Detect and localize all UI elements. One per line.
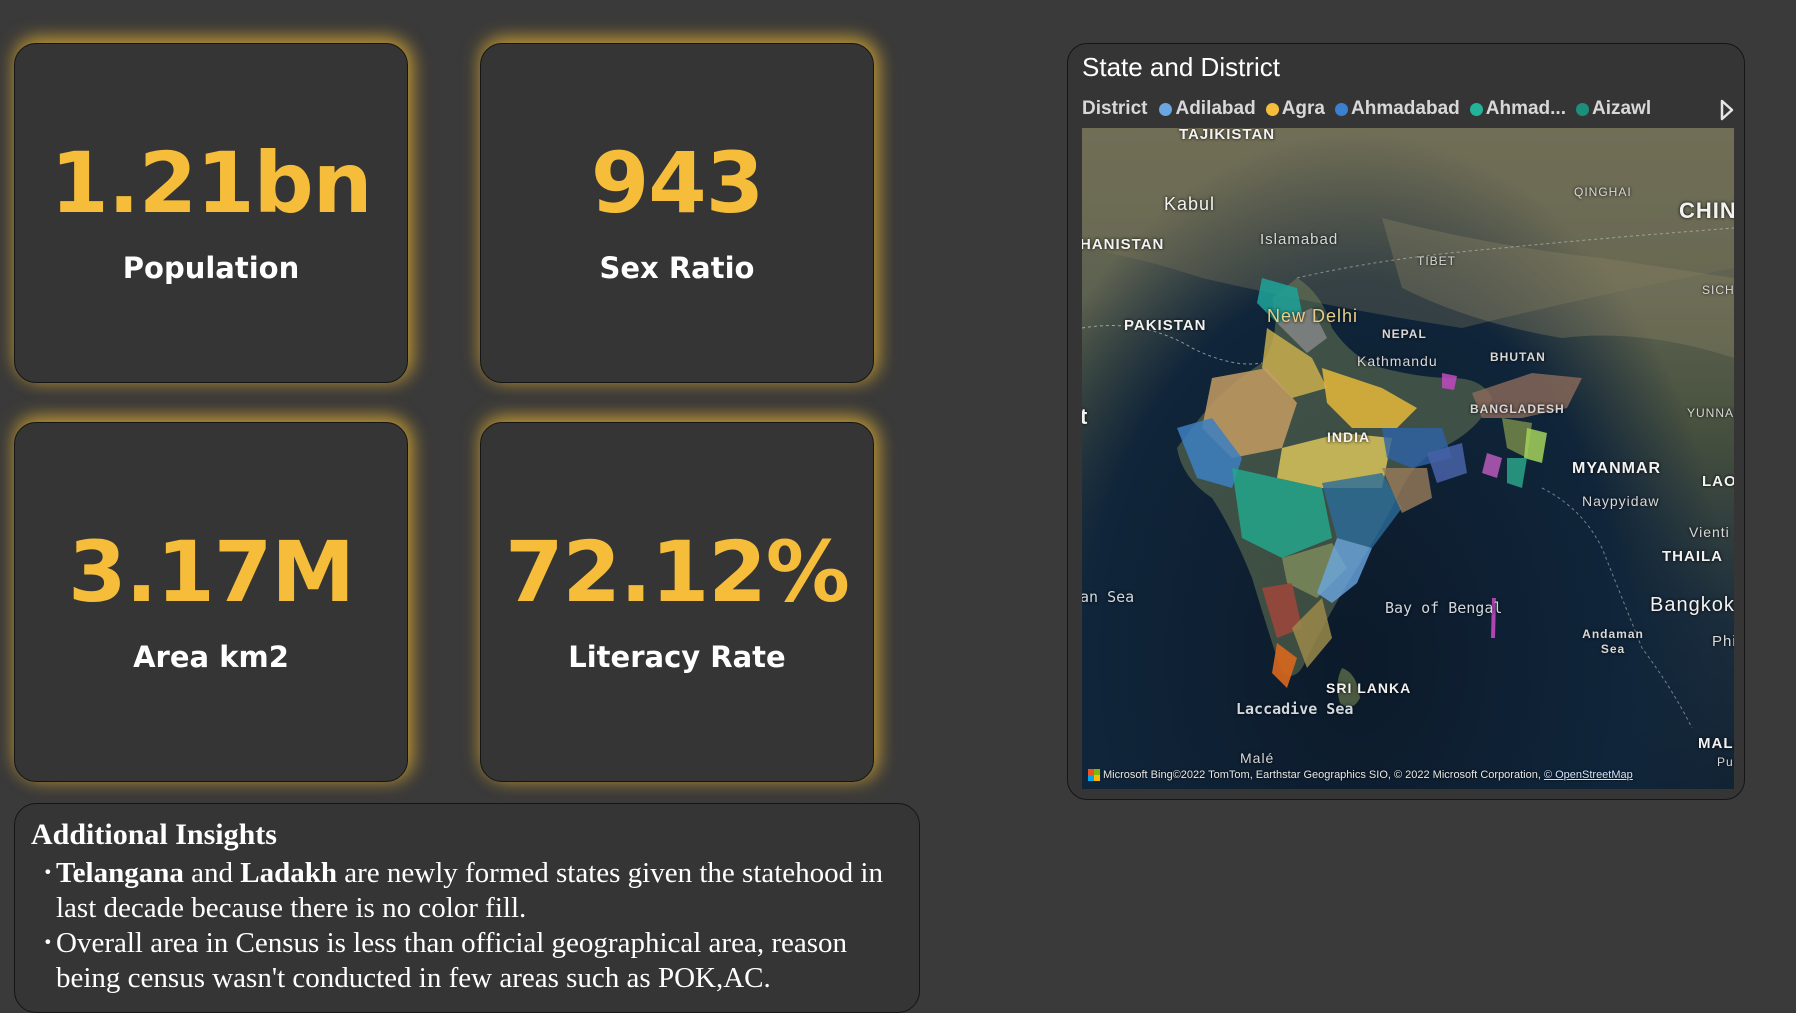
map-label: QINGHAI <box>1574 185 1632 199</box>
map-shapes <box>1082 128 1734 729</box>
legend-item[interactable]: Adilabad <box>1159 98 1256 120</box>
kpi-value: 1.21bn <box>50 134 372 232</box>
insight-text: and <box>183 857 241 889</box>
insights-list: Telangana and Ladakh are newly formed st… <box>31 855 903 996</box>
map-label: MALA <box>1698 735 1734 752</box>
map-label: Andaman Sea <box>1582 627 1644 656</box>
map-label: TAJIKISTAN <box>1179 128 1276 143</box>
map-label: Pu <box>1717 755 1734 769</box>
map-label: NEPAL <box>1382 327 1427 341</box>
openstreetmap-link[interactable]: © OpenStreetMap <box>1543 768 1633 781</box>
map-label: Laccadive Sea <box>1236 700 1354 718</box>
kpi-label: Population <box>122 251 300 285</box>
map-label: t <box>1082 404 1089 429</box>
kpi-card-sex-ratio[interactable]: 943 Sex Ratio <box>480 43 874 383</box>
map-label: SICH <box>1702 283 1734 297</box>
kpi-value: 943 <box>590 134 764 232</box>
map-label: YUNNAN <box>1687 406 1734 420</box>
legend-label: Ahmadabad <box>1351 98 1460 119</box>
map-legend: District Adilabad Agra Ahmadabad Ahmad..… <box>1082 98 1661 120</box>
map-label: THAILA <box>1662 548 1723 565</box>
legend-dot <box>1159 102 1173 116</box>
map-label: Phi <box>1712 633 1734 650</box>
map-label: New Delhi <box>1267 306 1359 326</box>
legend-dot <box>1335 102 1348 116</box>
map-label: MYANMAR <box>1572 460 1662 477</box>
legend-item[interactable]: Agra <box>1265 98 1325 120</box>
kpi-card-population[interactable]: 1.21bn Population <box>14 43 408 383</box>
map-label: Kabul <box>1164 194 1216 214</box>
play-right-icon[interactable] <box>1720 99 1734 121</box>
additional-insights-panel: Additional Insights Telangana and Ladakh… <box>14 803 920 1013</box>
insights-title: Additional Insights <box>31 818 277 851</box>
legend-title: District <box>1082 98 1148 119</box>
legend-dot <box>1265 102 1279 116</box>
legend-label: Ahmad... <box>1485 98 1566 119</box>
map-label: BHUTAN <box>1490 350 1546 364</box>
legend-item[interactable]: Ahmadabad <box>1335 98 1460 120</box>
map-label: HANISTAN <box>1082 236 1165 253</box>
legend-label: Aizawl <box>1591 98 1652 119</box>
insight-state-telangana: Telangana <box>56 857 184 889</box>
insight-text: are newly formed states given the stateh… <box>56 857 883 924</box>
map-title: State and District <box>1082 52 1280 82</box>
kpi-label: Literacy Rate <box>568 640 786 674</box>
map-label: PAKISTAN <box>1124 317 1207 334</box>
state-district-map-visual[interactable]: State and District District Adilabad Agr… <box>1067 43 1745 800</box>
map-label: Islamabad <box>1260 231 1339 248</box>
attribution-text: ©2022 TomTom, Earthstar Geographics SIO,… <box>1172 768 1544 781</box>
bing-brand: Microsoft Bing <box>1103 768 1173 781</box>
insight-item: Telangana and Ladakh are newly formed st… <box>31 855 903 926</box>
legend-item[interactable]: Ahmad... <box>1469 98 1566 120</box>
map-label: Bay of Bengal <box>1385 599 1503 617</box>
map-label: INDIA <box>1327 429 1371 445</box>
legend-label: Adilabad <box>1175 98 1256 119</box>
map-label: Naypyidaw <box>1582 493 1660 509</box>
legend-label: Agra <box>1281 98 1325 119</box>
map-label: TIBET <box>1417 254 1457 268</box>
insight-state-ladakh: Ladakh <box>240 857 337 889</box>
kpi-value: 3.17M <box>68 523 355 621</box>
map-label: Malé <box>1240 750 1275 766</box>
legend-item[interactable]: Aizawl <box>1575 98 1652 120</box>
map-label: Bangkok <box>1650 594 1734 616</box>
map-attribution: Microsoft Bing©2022 TomTom, Earthstar Ge… <box>1088 769 1633 781</box>
kpi-label: Area km2 <box>133 640 289 674</box>
kpi-card-area[interactable]: 3.17M Area km2 <box>14 422 408 782</box>
insight-item: Overall area in Census is less than offi… <box>31 925 903 996</box>
legend-dot <box>1469 102 1483 116</box>
microsoft-logo-icon <box>1088 769 1100 781</box>
map-label: SRI LANKA <box>1326 680 1412 696</box>
map-label: LAO <box>1702 473 1734 490</box>
map-label: CHIN <box>1679 198 1734 223</box>
legend-dot <box>1575 102 1589 116</box>
map-label: BANGLADESH <box>1470 402 1565 416</box>
kpi-card-literacy[interactable]: 72.12% Literacy Rate <box>480 422 874 782</box>
map-label: Vienti <box>1689 524 1730 540</box>
kpi-label: Sex Ratio <box>599 251 755 285</box>
map-canvas[interactable]: TAJIKISTAN Kabul HANISTAN Islamabad QING… <box>1082 128 1734 789</box>
map-label: Kathmandu <box>1357 353 1438 369</box>
kpi-value: 72.12% <box>505 523 850 621</box>
map-label: an Sea <box>1082 588 1135 606</box>
